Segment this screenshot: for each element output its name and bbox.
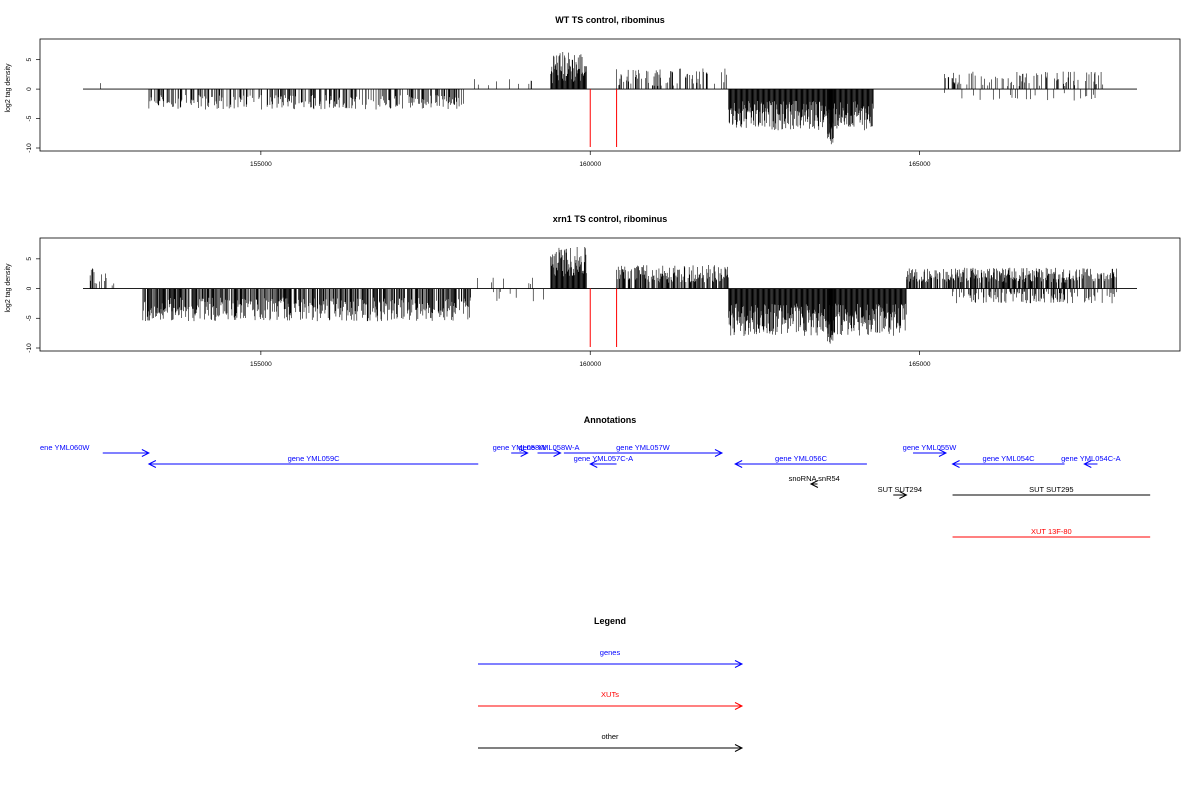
y-tick-label: -10 (26, 343, 33, 353)
y-tick-label: -10 (26, 143, 33, 153)
plot-title: xrn1 TS control, ribominus (553, 214, 668, 224)
feature-label: gene YML054C-A (1061, 454, 1120, 463)
annotation-feature: gene YML054C-A (1061, 454, 1121, 468)
legend-arrowhead (734, 660, 744, 668)
feature-label: gene YML058W-A (519, 443, 580, 452)
legend-label: other (601, 732, 619, 741)
feature-label: gene YML055W (903, 443, 958, 452)
red-markers (589, 89, 618, 147)
annotations-panel: Annotations ene YML060W gene YML059C gene … (40, 415, 1151, 538)
feature-label: gene YML056C (775, 454, 828, 463)
legend-title: Legend (594, 616, 626, 626)
legend-arrowhead (734, 744, 744, 752)
feature-arrowhead (899, 491, 908, 499)
legend-items: genes XUTs other (478, 648, 744, 752)
axis-ticks: 155000 160000 165000 -10 -5 0 5 (26, 257, 931, 368)
annotation-feature: SUT SUT294 (878, 485, 922, 499)
y-tick-label: 5 (26, 57, 33, 61)
annotation-feature: gene YML059C (147, 454, 479, 468)
annotation-feature: gene YML058W-A (519, 443, 580, 457)
feature-label: gene YML059C (288, 454, 341, 463)
x-tick-label: 165000 (909, 161, 931, 168)
annotation-feature: gene YML058W (493, 443, 548, 457)
feature-label: gene YML057W (616, 443, 671, 452)
y-tick-label: 0 (26, 87, 33, 91)
y-tick-label: 0 (26, 286, 33, 290)
annotation-feature: snoRNA snR54 (789, 474, 840, 488)
y-axis-label: log2 tag density (5, 263, 12, 313)
annotation-feature: gene YML055W (903, 443, 958, 457)
feature-label: ene YML060W (40, 443, 90, 452)
feature-arrowhead (938, 449, 948, 457)
x-tick-label: 155000 (250, 361, 272, 368)
annotation-feature: ene YML060W (40, 443, 150, 457)
y-tick-label: -5 (26, 115, 33, 121)
feature-arrowhead (589, 460, 598, 468)
legend-label: genes (600, 648, 621, 657)
feature-label: snoRNA snR54 (789, 474, 840, 483)
feature-label: SUT SUT295 (1029, 485, 1073, 494)
feature-label: gene YML057C-A (574, 454, 633, 463)
feature-arrowhead (147, 460, 157, 468)
plot-frame (39, 237, 1181, 352)
x-tick-label: 165000 (909, 361, 931, 368)
plot-title: WT TS control, ribominus (555, 15, 665, 25)
legend-item: other (478, 732, 744, 752)
red-markers (589, 288, 618, 347)
annotation-feature: gene YML054C (951, 454, 1065, 468)
axis-ticks: 155000 160000 165000 -10 -5 0 5 (26, 57, 931, 168)
y-tick-label: -5 (26, 315, 33, 321)
y-tick-label: 5 (26, 257, 33, 261)
legend-arrowhead (734, 702, 744, 710)
legend-item: XUTs (478, 690, 744, 710)
feature-arrowhead (951, 460, 960, 468)
feature-label: gene YML054C (983, 454, 1036, 463)
feature-arrowhead (734, 460, 743, 468)
density-bars (83, 52, 1137, 145)
legend-item: genes (478, 648, 744, 668)
feature-arrowhead (714, 449, 724, 457)
y-axis-label: log2 tag density (5, 63, 12, 113)
annotation-feature: SUT SUT295 (952, 485, 1151, 496)
legend-panel: Legend genes XUTs other (478, 616, 744, 752)
x-tick-label: 155000 (250, 161, 272, 168)
track-plot-wt: WT TS control, ribominus log2 tag densit… (5, 15, 1181, 168)
feature-arrowhead (809, 480, 819, 488)
feature-label: SUT SUT294 (878, 485, 922, 494)
x-tick-label: 160000 (579, 161, 601, 168)
feature-label: gene YML058W (493, 443, 548, 452)
annotation-feature: gene YML057C-A (574, 454, 633, 468)
feature-arrowhead (141, 449, 150, 457)
plot-frame (39, 38, 1181, 152)
feature-arrowhead (520, 449, 529, 457)
annotation-feature: gene YML057W (563, 443, 724, 457)
x-tick-label: 160000 (579, 361, 601, 368)
density-bars (83, 246, 1137, 344)
feature-label: XUT 13F-80 (1031, 527, 1072, 536)
annotations-title: Annotations (584, 415, 637, 425)
legend-label: XUTs (601, 690, 619, 699)
annotation-feature: gene YML056C (734, 454, 867, 468)
track-plot-xrn1: xrn1 TS control, ribominus log2 tag dens… (5, 214, 1181, 368)
feature-arrowhead (553, 449, 562, 457)
annotation-feature: XUT 13F-80 (952, 527, 1151, 538)
feature-arrowhead (1083, 460, 1092, 468)
